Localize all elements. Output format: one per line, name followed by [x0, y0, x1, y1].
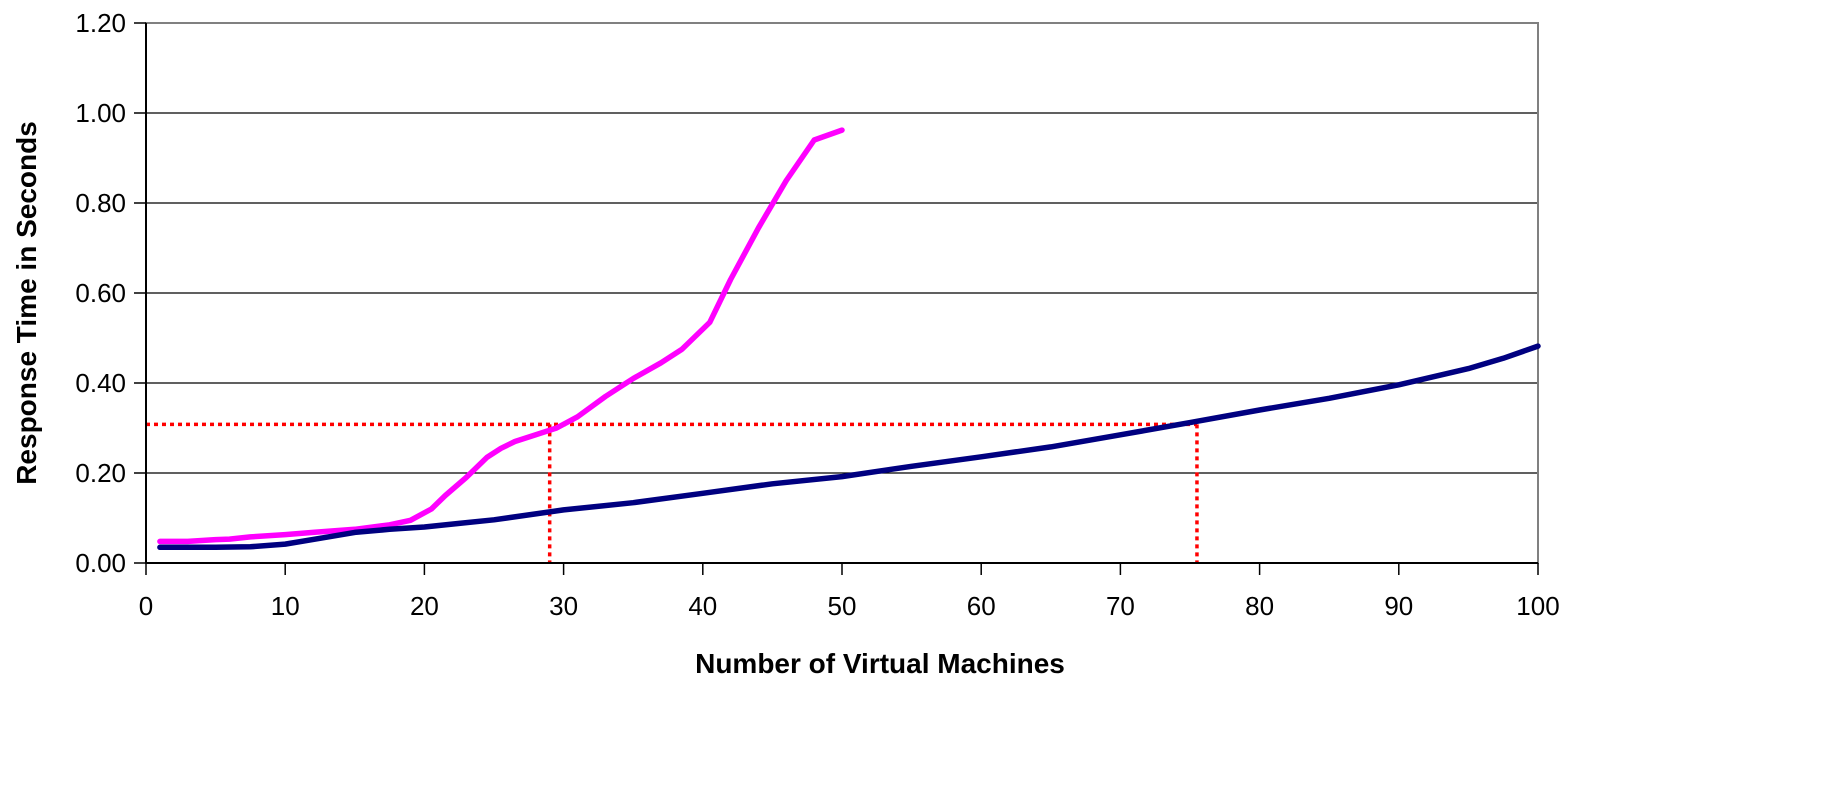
y-tick-label: 1.00	[75, 98, 126, 128]
x-tick-label: 0	[139, 591, 153, 621]
x-axis-ticks: 0 10 20 30 40 50 60 70 80 90 100	[139, 562, 1560, 621]
y-tick-label: 0.20	[75, 458, 126, 488]
y-axis-title: Response Time in Seconds	[11, 121, 42, 485]
x-tick-label: 100	[1516, 591, 1559, 621]
y-tick-label: 0.60	[75, 278, 126, 308]
x-tick-label: 70	[1106, 591, 1135, 621]
grid-lines	[146, 112, 1538, 474]
series-line-1	[157, 127, 845, 545]
x-tick-label: 90	[1384, 591, 1413, 621]
y-axis-ticks: 0.00 0.20 0.40 0.60 0.80 1.00 1.20	[75, 8, 147, 578]
x-tick-label: 60	[967, 591, 996, 621]
y-tick-label: 0.00	[75, 548, 126, 578]
y-tick-label: 0.80	[75, 188, 126, 218]
x-tick-label: 80	[1245, 591, 1274, 621]
x-tick-label: 20	[410, 591, 439, 621]
x-tick-label: 40	[688, 591, 717, 621]
y-tick-label: 1.20	[75, 8, 126, 38]
y-tick-label: 0.40	[75, 368, 126, 398]
series-line-2	[157, 343, 1541, 551]
x-axis-title: Number of Virtual Machines	[695, 648, 1065, 679]
x-tick-label: 10	[271, 591, 300, 621]
reference-lines	[146, 422, 1199, 563]
x-tick-label: 30	[549, 591, 578, 621]
series-lines	[157, 127, 1541, 551]
x-tick-label: 50	[828, 591, 857, 621]
